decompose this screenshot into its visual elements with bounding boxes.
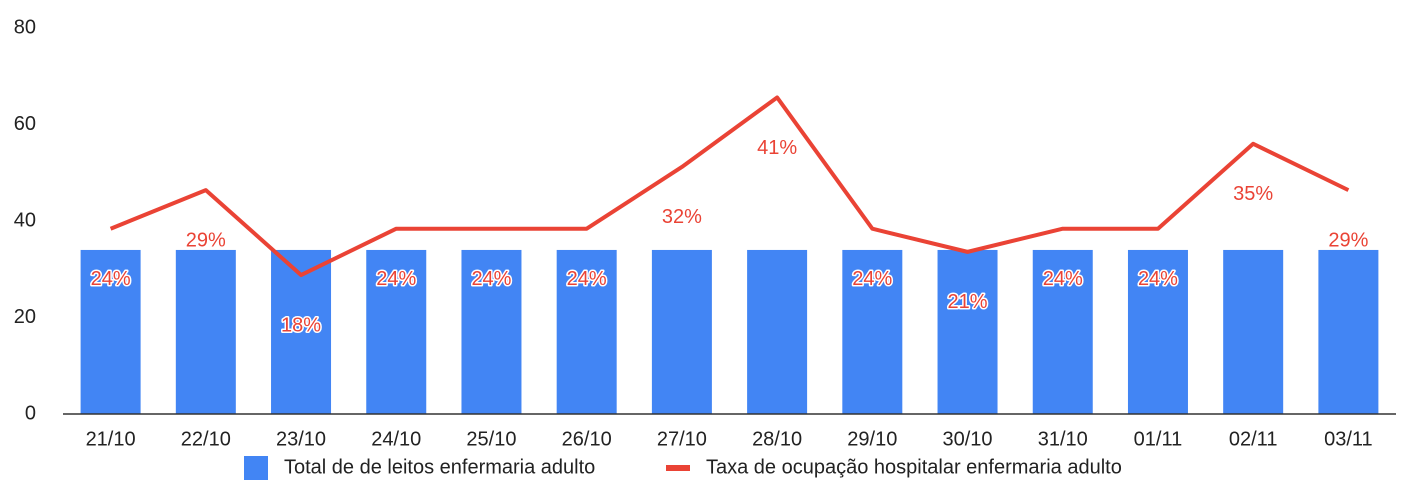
x-tick-label: 21/10 — [86, 428, 136, 450]
bar — [175, 249, 236, 414]
bar — [271, 249, 332, 414]
bar — [1318, 249, 1379, 414]
x-tick-label: 01/11 — [1134, 428, 1183, 450]
x-tick-label: 23/10 — [276, 428, 326, 450]
y-tick-label: 80 — [14, 16, 36, 38]
bar — [1223, 249, 1284, 414]
x-tick-label: 29/10 — [847, 428, 897, 450]
bar — [556, 249, 617, 414]
bar — [842, 249, 903, 414]
data-label: 24% — [1138, 268, 1178, 290]
bar — [651, 249, 712, 414]
data-label: 24% — [852, 268, 892, 290]
y-tick-label: 20 — [14, 306, 36, 328]
data-label: 29% — [1328, 229, 1368, 251]
bar — [937, 249, 998, 414]
data-label: 24% — [376, 268, 416, 290]
x-tick-label: 27/10 — [657, 428, 707, 450]
x-tick-label: 02/11 — [1229, 428, 1278, 450]
x-tick-label: 28/10 — [752, 428, 802, 450]
data-label: 35% — [1233, 183, 1273, 205]
data-label: 29% — [186, 229, 226, 251]
data-label: 24% — [1043, 268, 1083, 290]
y-tick-label: 0 — [25, 402, 36, 424]
data-label: 41% — [757, 137, 797, 159]
line — [109, 95, 1350, 278]
x-tick-label: 24/10 — [371, 428, 421, 450]
legend-swatch — [666, 465, 690, 471]
bar — [1032, 249, 1093, 414]
data-label: 24% — [91, 268, 131, 290]
legend-label: Taxa de ocupação hospitalar enfermaria a… — [706, 456, 1122, 478]
y-tick-label: 60 — [14, 113, 36, 135]
x-tick-label: 26/10 — [562, 428, 612, 450]
x-tick-label: 30/10 — [943, 428, 993, 450]
bar — [366, 249, 427, 414]
data-label: 24% — [567, 268, 607, 290]
legend-label: Total de de leitos enfermaria adulto — [284, 456, 595, 478]
x-tick-label: 22/10 — [181, 428, 231, 450]
bar — [461, 249, 522, 414]
bar — [1127, 249, 1188, 414]
legend-swatch — [244, 456, 268, 480]
y-tick-label: 40 — [14, 209, 36, 231]
data-label: 24% — [471, 268, 511, 290]
bar — [747, 249, 808, 414]
data-label: 32% — [662, 206, 702, 228]
bar — [80, 249, 141, 414]
data-label: 21% — [948, 291, 988, 313]
data-label: 18% — [281, 314, 321, 336]
x-tick-label: 31/10 — [1038, 428, 1088, 450]
x-tick-label: 25/10 — [466, 428, 516, 450]
x-tick-label: 03/11 — [1324, 428, 1373, 450]
